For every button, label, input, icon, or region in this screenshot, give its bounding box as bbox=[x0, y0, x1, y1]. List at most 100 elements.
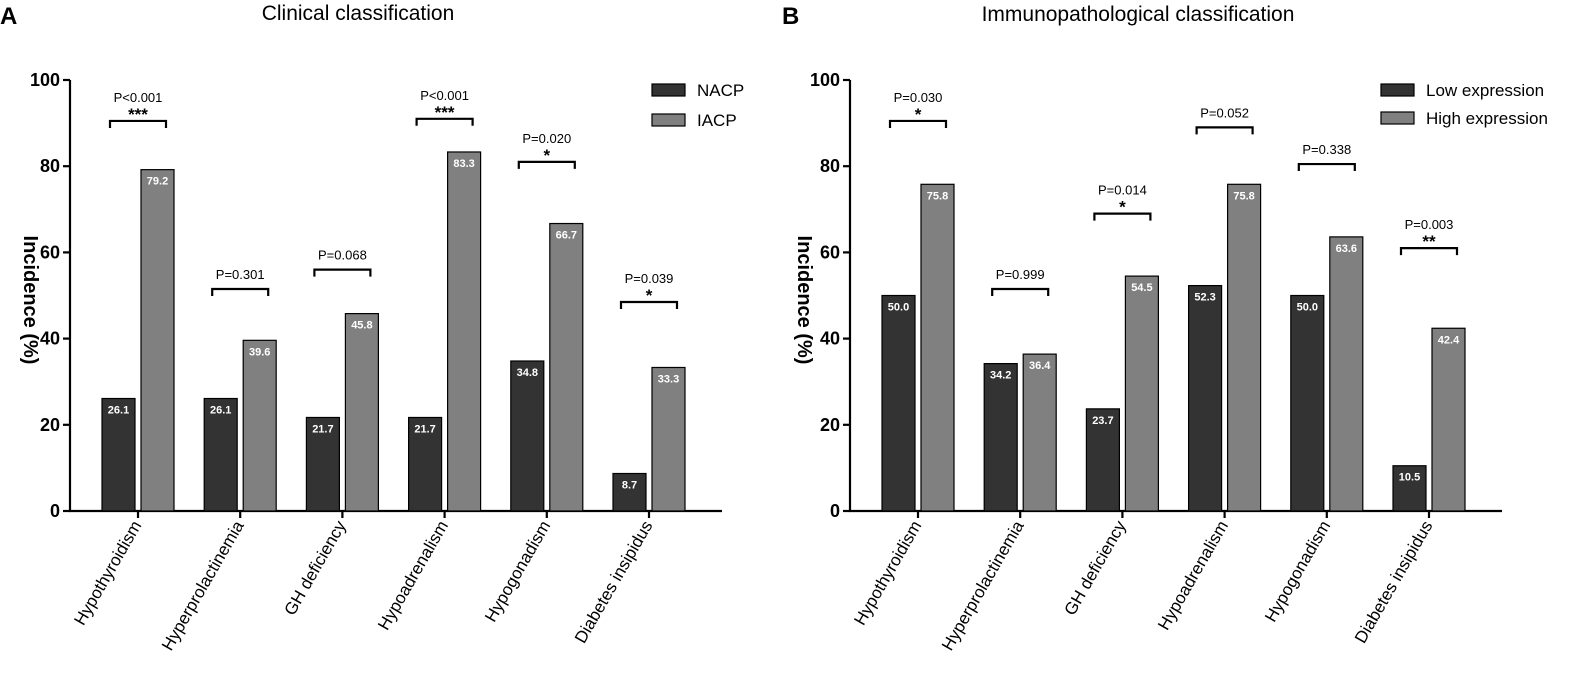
y-tick-label: 80 bbox=[820, 156, 840, 176]
bar-data-label: 66.7 bbox=[556, 230, 577, 242]
p-value-label: P=0.999 bbox=[996, 267, 1045, 282]
x-tick-label: Diabetes insipidus bbox=[571, 518, 656, 647]
x-tick-label: Hyperprolactinemia bbox=[938, 517, 1028, 654]
x-tick-label: Hypogonadism bbox=[1261, 518, 1334, 626]
bar bbox=[651, 366, 686, 512]
x-tick-label: GH deficiency bbox=[1060, 517, 1130, 619]
bar bbox=[203, 397, 238, 512]
significance-bracket bbox=[211, 287, 270, 297]
y-tick-label: 20 bbox=[40, 415, 60, 435]
legend-swatch bbox=[1380, 83, 1415, 97]
p-value-label: P=0.039 bbox=[625, 271, 674, 286]
significance-bracket bbox=[888, 119, 948, 128]
y-axis-label: Incidence (%) bbox=[793, 236, 815, 365]
p-value-label: P<0.001 bbox=[114, 90, 163, 105]
p-value-label: P=0.338 bbox=[1302, 142, 1351, 157]
bar-data-label: 75.8 bbox=[927, 190, 948, 202]
legend-label: Low expression bbox=[1426, 81, 1544, 100]
significance-bracket bbox=[991, 287, 1050, 297]
bar-data-label: 21.7 bbox=[312, 423, 333, 435]
bar bbox=[140, 169, 175, 512]
x-tick-label: Hypothyroidism bbox=[70, 518, 145, 629]
bar-data-label: 8.7 bbox=[622, 480, 637, 492]
bar-data-label: 21.7 bbox=[414, 423, 435, 435]
significance-stars: *** bbox=[435, 103, 455, 122]
x-tick-label: Hypothyroidism bbox=[850, 518, 925, 629]
y-tick-label: 60 bbox=[40, 242, 60, 262]
panel-label: B bbox=[782, 3, 799, 30]
bar-data-label: 34.2 bbox=[990, 370, 1011, 382]
bar-data-label: 54.5 bbox=[1131, 282, 1152, 294]
y-tick-label: 60 bbox=[820, 242, 840, 262]
legend-swatch bbox=[1380, 111, 1415, 125]
legend-label: High expression bbox=[1426, 109, 1548, 128]
bar-data-label: 39.6 bbox=[249, 346, 270, 358]
chart-title: Immunopathological classification bbox=[982, 3, 1295, 26]
p-value-label: P=0.052 bbox=[1200, 105, 1249, 120]
bar-data-label: 23.7 bbox=[1092, 415, 1113, 427]
legend-label: IACP bbox=[697, 111, 737, 130]
panel-label: A bbox=[0, 3, 17, 30]
x-tick-label: Hypoadrenalism bbox=[374, 518, 452, 634]
bar bbox=[510, 360, 545, 512]
bar bbox=[1329, 236, 1364, 512]
significance-stars: *** bbox=[128, 105, 148, 124]
p-value-label: P=0.301 bbox=[216, 267, 265, 282]
y-tick-label: 0 bbox=[830, 501, 840, 521]
legend: Low expression High expression bbox=[1380, 81, 1548, 128]
bar bbox=[612, 472, 647, 512]
y-tick-label: 0 bbox=[50, 501, 60, 521]
bar-data-label: 52.3 bbox=[1194, 292, 1215, 304]
significance-bracket bbox=[1195, 126, 1254, 135]
bar-data-label: 83.3 bbox=[453, 158, 474, 170]
y-tick-label: 80 bbox=[40, 156, 60, 176]
bars: 26.1 79.2 26.1 39.6 21.7 45.8 21.7 83.3 34.8 66.7… bbox=[101, 151, 686, 512]
x-tick-label: Diabetes insipidus bbox=[1351, 518, 1436, 647]
significance-bracket bbox=[1093, 212, 1152, 221]
bar-data-label: 33.3 bbox=[658, 373, 679, 385]
bar bbox=[1085, 408, 1121, 512]
legend-swatch bbox=[651, 83, 686, 97]
bar bbox=[881, 294, 916, 512]
bar bbox=[1187, 284, 1223, 512]
x-tick-label: Hypogonadism bbox=[481, 518, 554, 626]
significance-stars: * bbox=[543, 146, 550, 165]
bar bbox=[1124, 275, 1160, 512]
bar-data-label: 26.1 bbox=[210, 405, 231, 417]
significance-bracket bbox=[415, 117, 474, 126]
chart-title: Clinical classification bbox=[262, 2, 455, 25]
significance-bracket bbox=[619, 300, 679, 309]
bar bbox=[242, 339, 277, 512]
legend: NACP IACP bbox=[651, 81, 744, 130]
x-tick-label: Hyperprolactinemia bbox=[158, 517, 248, 654]
bar-data-label: 36.4 bbox=[1029, 360, 1051, 372]
significance-bracket bbox=[1297, 162, 1356, 172]
significance-bracket bbox=[313, 268, 372, 277]
legend-swatch bbox=[651, 113, 686, 127]
p-value-label: P=0.068 bbox=[318, 248, 367, 263]
panel-b: B Immunopathological classification Inci… bbox=[782, 3, 1548, 654]
significance-brackets: ***P<0.001P=0.301P=0.068***P<0.001*P=0.0… bbox=[108, 88, 679, 309]
p-value-label: P=0.003 bbox=[1405, 217, 1454, 232]
p-value-label: P=0.030 bbox=[894, 90, 943, 105]
bar-data-label: 45.8 bbox=[351, 320, 372, 332]
bar-data-label: 26.1 bbox=[108, 405, 129, 417]
bar bbox=[1431, 327, 1466, 512]
bar bbox=[549, 222, 584, 512]
x-tick-label: Hypoadrenalism bbox=[1154, 518, 1232, 634]
bar bbox=[344, 313, 379, 512]
bar bbox=[1022, 353, 1057, 512]
significance-stars: * bbox=[915, 105, 922, 124]
bar bbox=[408, 416, 443, 512]
legend-label: NACP bbox=[697, 81, 744, 100]
y-axis-label: Incidence (%) bbox=[19, 236, 41, 365]
bar bbox=[101, 397, 136, 512]
bar-data-label: 34.8 bbox=[517, 367, 538, 379]
significance-bracket bbox=[517, 160, 576, 169]
p-value-label: P=0.020 bbox=[522, 131, 571, 146]
y-tick-label: 40 bbox=[820, 329, 840, 349]
bar bbox=[447, 151, 482, 512]
y-tick-label: 40 bbox=[40, 329, 60, 349]
bar-data-label: 75.8 bbox=[1233, 190, 1254, 202]
